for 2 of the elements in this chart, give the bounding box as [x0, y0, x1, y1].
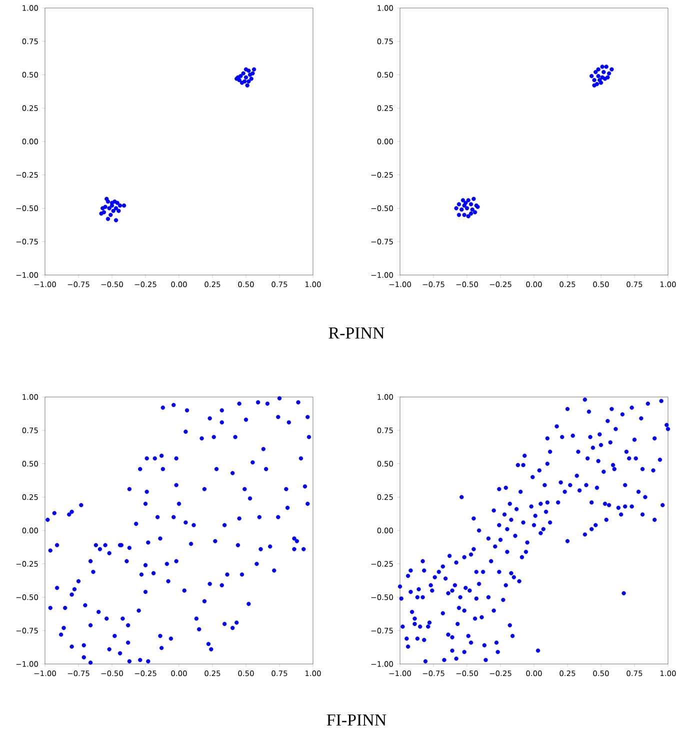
text: FI-PINN — [326, 714, 386, 726]
text: R-PINN — [328, 327, 384, 339]
